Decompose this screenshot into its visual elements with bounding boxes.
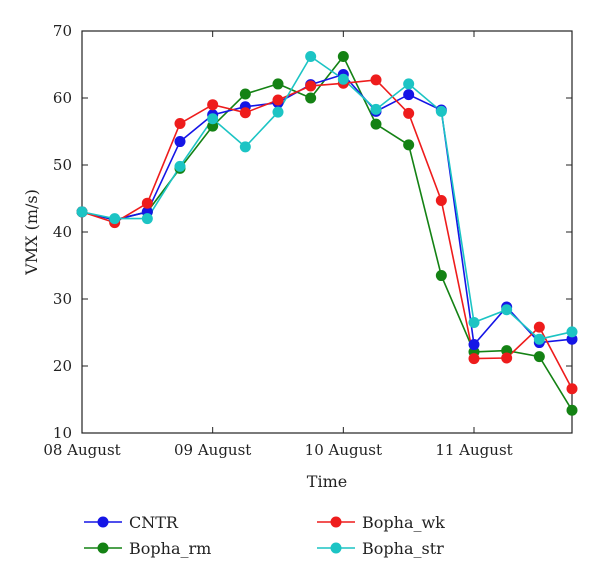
y-tick-label: 50 <box>53 156 72 174</box>
data-point-cntr <box>468 339 480 351</box>
series-line-bopha-wk <box>81 79 573 390</box>
data-point-bopha-wk <box>403 107 415 119</box>
data-point-bopha-str <box>109 213 121 225</box>
data-point-bopha-str <box>468 316 480 328</box>
data-point-bopha-str <box>370 103 382 115</box>
data-point-bopha-rm <box>566 404 578 416</box>
data-point-cntr <box>174 136 186 148</box>
y-tick-label: 30 <box>53 290 72 308</box>
data-point-bopha-wk <box>501 352 513 364</box>
data-point-bopha-rm <box>403 139 415 151</box>
y-tick-label: 20 <box>53 357 72 375</box>
data-point-bopha-wk <box>272 94 284 106</box>
data-point-bopha-str <box>174 160 186 172</box>
data-point-bopha-str <box>207 113 219 125</box>
data-point-bopha-str <box>566 326 578 338</box>
y-tick-label: 70 <box>53 22 72 40</box>
x-tick-label: 09 August <box>174 441 251 459</box>
series-line-bopha-rm <box>81 54 573 411</box>
x-tick-label: 08 August <box>43 441 120 459</box>
x-axis-title: Time <box>307 472 347 491</box>
legend-label-bopha-str: Bopha_str <box>362 539 444 558</box>
data-point-bopha-wk <box>566 383 578 395</box>
data-point-bopha-rm <box>239 88 251 100</box>
data-point-bopha-str <box>272 106 284 118</box>
data-point-bopha-str <box>337 73 349 85</box>
data-point-bopha-wk <box>141 197 153 209</box>
data-point-bopha-str <box>305 50 317 62</box>
data-point-bopha-rm <box>337 50 349 62</box>
plot-frame <box>81 30 573 434</box>
data-point-bopha-wk <box>435 195 447 207</box>
legend-marker-bopha-wk <box>330 516 342 528</box>
legend-marker-bopha-str <box>330 542 342 554</box>
data-point-bopha-str <box>533 333 545 345</box>
legend-marker-cntr <box>97 516 109 528</box>
data-point-bopha-rm <box>305 92 317 104</box>
x-tick-label: 11 August <box>435 441 512 459</box>
series-line-cntr <box>81 73 573 347</box>
data-point-bopha-rm <box>370 118 382 130</box>
data-point-bopha-wk <box>174 117 186 129</box>
legend-marker-bopha-rm <box>97 542 109 554</box>
data-point-bopha-wk <box>370 74 382 86</box>
data-point-bopha-str <box>141 213 153 225</box>
data-point-bopha-str <box>435 105 447 117</box>
data-point-bopha-wk <box>305 80 317 92</box>
legend-label-cntr: CNTR <box>129 513 179 532</box>
data-point-bopha-rm <box>435 270 447 282</box>
data-point-bopha-str <box>403 78 415 90</box>
data-point-bopha-str <box>501 304 513 316</box>
data-point-cntr <box>403 89 415 101</box>
data-point-bopha-wk <box>207 99 219 111</box>
y-axis-title: VMX (m/s) <box>22 189 41 276</box>
data-point-bopha-rm <box>272 78 284 90</box>
y-tick-label: 40 <box>53 223 72 241</box>
x-tick-label: 10 August <box>305 441 382 459</box>
data-point-bopha-str <box>239 141 251 153</box>
data-point-bopha-str <box>76 206 88 218</box>
legend-label-bopha-wk: Bopha_wk <box>362 513 445 532</box>
series-line-bopha-str <box>81 55 573 341</box>
y-tick-label: 60 <box>53 89 72 107</box>
data-point-bopha-wk <box>468 353 480 365</box>
data-point-bopha-rm <box>533 351 545 363</box>
y-tick-label: 10 <box>53 424 72 442</box>
data-point-bopha-wk <box>239 107 251 119</box>
data-point-bopha-wk <box>533 321 545 333</box>
legend-label-bopha-rm: Bopha_rm <box>129 539 211 558</box>
